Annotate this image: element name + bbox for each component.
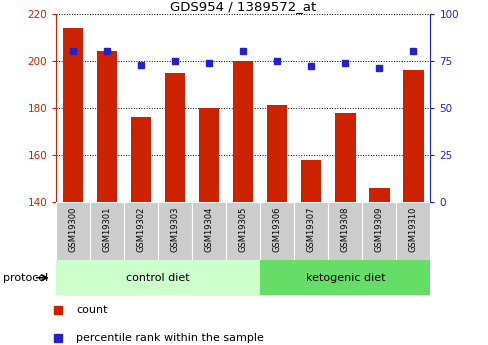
Bar [199,108,219,202]
Bar [402,70,423,202]
Bar [260,202,294,260]
Bar [165,72,185,202]
Text: GSM19306: GSM19306 [272,207,281,252]
Bar [63,28,83,202]
Bar [334,112,355,202]
Bar [395,202,429,260]
Bar [131,117,151,202]
Text: control diet: control diet [126,273,190,283]
Text: GSM19303: GSM19303 [170,207,180,252]
Bar [90,202,124,260]
Text: GSM19300: GSM19300 [69,207,78,252]
Text: count: count [76,305,107,315]
Bar [233,61,253,202]
Bar [327,202,362,260]
Bar [97,51,117,202]
Bar [56,202,90,260]
Bar [56,260,260,295]
Text: GSM19307: GSM19307 [306,207,315,252]
Bar [368,188,389,202]
Bar [301,159,321,202]
Bar [192,202,226,260]
Text: GSM19305: GSM19305 [238,207,247,252]
Bar [158,202,192,260]
Text: GSM19309: GSM19309 [374,207,383,252]
Text: GSM19304: GSM19304 [204,207,213,252]
Text: GSM19310: GSM19310 [408,207,417,252]
Bar [294,202,327,260]
Bar [260,260,429,295]
Bar [226,202,260,260]
Text: GSM19302: GSM19302 [137,207,145,252]
Title: GDS954 / 1389572_at: GDS954 / 1389572_at [170,0,316,13]
Text: GSM19308: GSM19308 [340,207,349,252]
Bar [266,106,287,202]
Text: ketogenic diet: ketogenic diet [305,273,384,283]
Text: GSM19301: GSM19301 [102,207,112,252]
Text: percentile rank within the sample: percentile rank within the sample [76,333,264,343]
Bar [124,202,158,260]
Bar [362,202,395,260]
Text: protocol: protocol [3,273,48,283]
